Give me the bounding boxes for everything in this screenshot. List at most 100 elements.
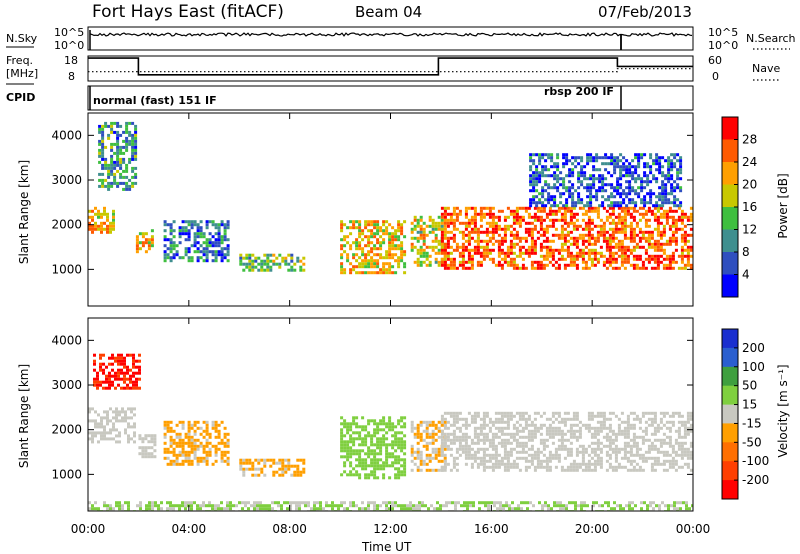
echo-cell [410,447,414,451]
echo-cell [443,257,447,261]
echo-cell [358,434,362,438]
echo-cell [662,227,666,231]
echo-cell [656,245,660,249]
echo-cell [382,241,386,245]
echo-cell [293,473,297,477]
echo-cell [124,431,127,435]
echo-cell [397,259,401,263]
echo-cell [668,215,672,219]
echo-cell [580,168,584,172]
echo-cell [452,417,456,421]
echo-cell [575,242,579,246]
echo-cell [418,504,421,508]
echo-cell [298,507,301,511]
echo-cell [629,233,633,237]
echo-cell [199,229,203,233]
echo-cell [556,204,560,208]
echo-cell [560,465,564,469]
echo-cell [659,462,663,466]
echo-cell [506,245,510,249]
echo-cell [554,209,558,213]
echo-cell [193,220,197,224]
echo-cell [521,441,525,445]
echo-cell [397,467,401,471]
echo-cell [607,195,611,199]
noise-left-tick-bottom: 10^0 [54,39,84,52]
echo-cell [491,233,495,237]
echo-cell [577,171,581,175]
echo-cell [413,236,417,240]
echo-cell [644,450,648,454]
echo-cell [679,201,683,205]
echo-cell [410,236,414,240]
echo-cell [484,504,487,508]
echo-cell [677,206,681,210]
echo-cell [115,416,118,420]
echo-cell [226,450,230,454]
echo-cell [545,224,549,228]
echo-cell [473,420,477,424]
echo-cell [172,247,176,251]
echo-cell [551,453,555,457]
echo-cell [199,250,203,254]
echo-cell [123,386,126,390]
echo-cell [605,435,609,439]
echo-cell [446,432,450,436]
echo-cell [556,504,559,508]
echo-cell [121,419,124,423]
echo-cell [515,254,519,258]
echo-cell [413,227,417,231]
echo-cell [608,212,612,216]
echo-cell [214,435,218,439]
echo-cell [103,221,106,225]
echo-cell [482,438,486,442]
echo-cell [425,257,429,261]
echo-cell [373,455,377,459]
echo-cell [667,156,671,160]
echo-cell [128,157,132,161]
echo-cell [431,227,435,231]
echo-cell [590,227,594,231]
echo-cell [656,257,660,261]
echo-cell [452,218,456,222]
echo-cell [622,507,625,511]
echo-cell [596,444,600,448]
echo-cell [373,422,377,426]
echo-cell [604,177,608,181]
echo-cell [662,209,666,213]
echo-cell [634,204,638,208]
echo-cell [488,429,492,433]
echo-cell [248,256,252,260]
echo-cell [550,198,554,202]
echo-cell [397,422,401,426]
echo-cell [646,165,650,169]
echo-cell [147,446,151,450]
echo-cell [144,437,148,441]
echo-cell [482,447,486,451]
echo-cell [518,429,522,433]
echo-cell [590,456,594,460]
echo-cell [524,441,528,445]
echo-cell [181,459,185,463]
echo-cell [494,435,498,439]
echo-cell [598,186,602,190]
echo-cell [425,432,429,436]
echo-cell [509,414,513,418]
echo-cell [563,438,567,442]
echo-cell [565,159,569,163]
echo-cell [635,447,639,451]
echo-cell [448,501,451,505]
echo-cell [509,432,513,436]
range-tick-label: 3000 [51,173,82,187]
echo-cell [551,248,555,252]
echo-cell [464,209,468,213]
echo-cell [662,242,666,246]
echo-cell [611,465,615,469]
echo-cell [88,407,91,411]
echo-cell [245,458,249,462]
velocity-echo-cells [88,353,693,511]
echo-cell [117,359,120,363]
echo-cell [110,172,114,176]
echo-cell [440,453,444,457]
echo-cell [581,447,585,451]
